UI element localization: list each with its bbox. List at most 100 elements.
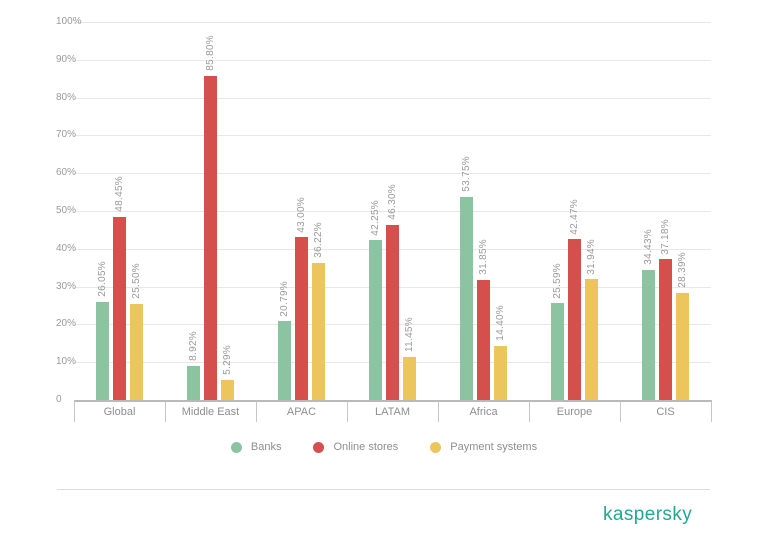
legend-item-online-stores: Online stores bbox=[313, 441, 398, 453]
bar-payment-systems-africa bbox=[494, 345, 507, 400]
bar-online-stores-latam bbox=[386, 225, 399, 400]
bar-banks-global bbox=[96, 301, 109, 400]
bar-banks-apac bbox=[278, 321, 291, 400]
bar-wrap: 36.22% bbox=[312, 22, 325, 400]
bar-wrap: 28.39% bbox=[676, 22, 689, 400]
y-gridline bbox=[74, 97, 711, 99]
y-gridline bbox=[74, 173, 711, 175]
bar-value-label: 85.80% bbox=[205, 34, 216, 71]
y-axis-label: 60% bbox=[56, 167, 77, 179]
kaspersky-logo: kaspersky bbox=[603, 504, 693, 525]
bar-group-cis: 34.43% 37.18% 28.39% bbox=[620, 22, 711, 400]
y-axis-label: 70% bbox=[56, 129, 77, 141]
bar-payment-systems-europe bbox=[585, 279, 598, 400]
bar-wrap: 34.43% bbox=[642, 22, 655, 400]
bar-banks-africa bbox=[460, 196, 473, 400]
x-axis-label-latam: LATAM bbox=[374, 406, 411, 418]
bar-group-apac: 20.79% 43.00% 36.22% bbox=[256, 22, 347, 400]
bar-value-label: 43.00% bbox=[296, 196, 307, 233]
bar-wrap: 8.92% bbox=[187, 22, 200, 400]
bar-value-label: 34.43% bbox=[643, 229, 654, 265]
bar-value-label: 26.05% bbox=[97, 260, 108, 297]
bar-payment-systems-latam bbox=[403, 356, 416, 400]
y-axis-label: 50% bbox=[56, 205, 77, 216]
bar-wrap: 43.00% bbox=[295, 22, 308, 400]
chart-legend: Banks Online stores Payment systems bbox=[0, 441, 768, 453]
bar-wrap: 26.05% bbox=[96, 22, 109, 400]
bar-value-label: 14.40% bbox=[495, 304, 506, 341]
bar-value-label: 48.45% bbox=[114, 176, 125, 212]
bar-online-stores-apac bbox=[295, 237, 308, 400]
bar-banks-middle-east bbox=[187, 366, 200, 400]
y-axis-label: 30% bbox=[56, 280, 77, 292]
bar-banks-cis bbox=[642, 269, 655, 400]
bar-value-label: 42.25% bbox=[370, 199, 381, 236]
bar-payment-systems-middle-east bbox=[221, 380, 234, 400]
bar-payment-systems-apac bbox=[312, 263, 325, 400]
bar-online-stores-africa bbox=[477, 279, 490, 400]
bar-wrap: 31.85% bbox=[477, 22, 490, 400]
bar-wrap: 53.75% bbox=[460, 22, 473, 400]
bar-payment-systems-global bbox=[130, 303, 143, 400]
bar-value-label: 37.18% bbox=[660, 218, 671, 255]
y-axis-label: 40% bbox=[56, 242, 77, 254]
bar-value-label: 53.75% bbox=[461, 156, 472, 192]
y-gridline bbox=[74, 211, 711, 212]
x-axis-label-cis: CIS bbox=[656, 406, 675, 418]
bar-value-label: 31.94% bbox=[586, 238, 597, 275]
bar-wrap: 20.79% bbox=[278, 22, 291, 400]
y-gridline bbox=[74, 135, 711, 137]
bar-wrap: 14.40% bbox=[494, 22, 507, 400]
bar-wrap: 48.45% bbox=[113, 22, 126, 400]
bar-online-stores-middle-east bbox=[204, 75, 217, 400]
x-axis-tick bbox=[620, 401, 621, 422]
x-axis-tick bbox=[347, 401, 348, 422]
y-axis-label: 0 bbox=[56, 394, 62, 405]
bar-value-label: 8.92% bbox=[188, 331, 199, 362]
y-gridline bbox=[74, 22, 711, 23]
x-axis-label-global: Global bbox=[103, 406, 136, 418]
bar-group-middle-east: 8.92% 85.80% 5.29% bbox=[165, 22, 256, 400]
x-axis-label-europe: Europe bbox=[556, 406, 593, 418]
x-axis-tick bbox=[74, 401, 75, 422]
bar-wrap: 37.18% bbox=[659, 22, 672, 400]
bar-wrap: 11.45% bbox=[403, 22, 416, 400]
x-axis-tick bbox=[256, 401, 257, 422]
bar-wrap: 42.25% bbox=[369, 22, 382, 400]
bar-value-label: 42.47% bbox=[569, 198, 580, 235]
bar-wrap: 25.59% bbox=[551, 22, 564, 400]
bar-group-europe: 25.59% 42.47% 31.94% bbox=[529, 22, 620, 400]
bar-wrap: 85.80% bbox=[204, 22, 217, 400]
y-axis-label: 10% bbox=[56, 356, 77, 368]
bar-value-label: 31.85% bbox=[478, 238, 489, 275]
bar-online-stores-cis bbox=[659, 259, 672, 400]
bar-payment-systems-cis bbox=[676, 292, 689, 400]
bar-banks-latam bbox=[369, 240, 382, 400]
y-axis-label: 20% bbox=[56, 318, 77, 330]
bar-value-label: 36.22% bbox=[313, 222, 324, 259]
bar-wrap: 46.30% bbox=[386, 22, 399, 400]
legend-label-banks: Banks bbox=[250, 441, 282, 453]
bar-wrap: 31.94% bbox=[585, 22, 598, 400]
bar-group-africa: 53.75% 31.85% 14.40% bbox=[438, 22, 529, 400]
x-axis-label-apac: APAC bbox=[286, 406, 317, 418]
bar-group-latam: 42.25% 46.30% 11.45% bbox=[347, 22, 438, 400]
bar-value-label: 5.29% bbox=[222, 345, 233, 376]
bar-online-stores-global bbox=[113, 216, 126, 400]
bar-value-label: 25.59% bbox=[552, 262, 563, 299]
bar-value-label: 28.39% bbox=[677, 251, 688, 288]
bar-wrap: 42.47% bbox=[568, 22, 581, 400]
bar-banks-europe bbox=[551, 303, 564, 400]
legend-dot-payment-systems bbox=[430, 441, 442, 453]
bar-online-stores-europe bbox=[568, 239, 581, 400]
separator-line bbox=[57, 489, 710, 490]
bar-value-label: 11.45% bbox=[404, 316, 415, 352]
legend-dot-online-stores bbox=[313, 441, 325, 453]
bar-value-label: 20.79% bbox=[279, 280, 290, 317]
bar-wrap: 5.29% bbox=[221, 22, 234, 400]
y-axis-label: 80% bbox=[56, 91, 77, 103]
x-axis-line bbox=[74, 400, 712, 402]
x-axis-label-middle-east: Middle East bbox=[181, 406, 240, 418]
x-axis-tick bbox=[165, 401, 166, 422]
